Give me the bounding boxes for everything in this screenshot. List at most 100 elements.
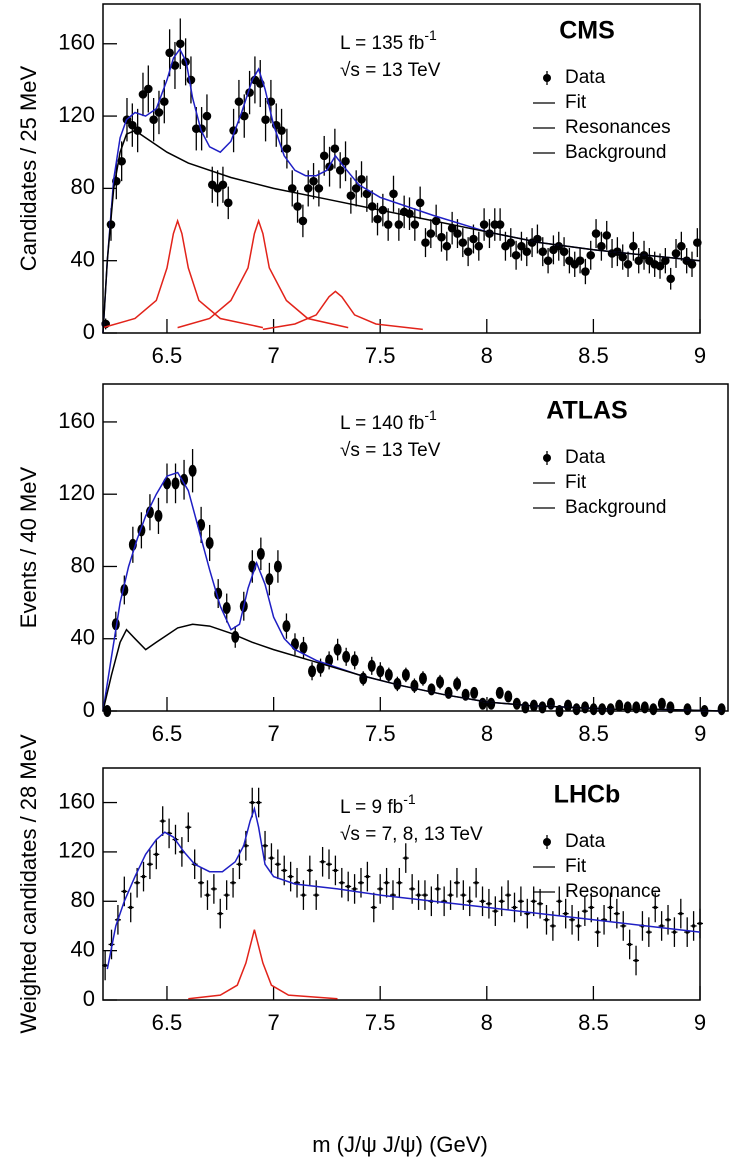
data-point (589, 703, 598, 716)
data-point (564, 699, 573, 712)
data-point (543, 256, 553, 265)
data-point (299, 641, 308, 654)
legend-label: Data (565, 831, 606, 852)
data-point (373, 214, 382, 224)
data-point (154, 509, 163, 522)
energy: √s = 13 TeV (340, 60, 441, 81)
data-point (135, 881, 139, 885)
data-point (250, 801, 254, 805)
legend-label: Background (565, 497, 666, 518)
data-point (212, 887, 216, 891)
data-point (154, 108, 164, 117)
data-point (265, 573, 274, 586)
data-point (129, 905, 133, 909)
data-point (289, 875, 293, 879)
data-point (493, 909, 497, 913)
data-point (282, 620, 291, 633)
legend-label: Fit (565, 856, 587, 877)
data-point (298, 216, 308, 226)
data-point (410, 220, 420, 229)
data-point (321, 860, 325, 864)
x-tick-label: 9 (694, 721, 706, 746)
data-point (341, 156, 350, 166)
data-point (309, 176, 318, 186)
data-point (389, 189, 398, 199)
data-point (444, 686, 453, 699)
x-axis-label: m (J/ψ J/ψ) (GeV) (312, 1132, 488, 1157)
data-point (525, 912, 529, 916)
data-point (683, 703, 692, 716)
curve (102, 47, 701, 334)
experiment-label: LHCb (554, 781, 621, 809)
data-point (159, 97, 169, 106)
data-point (330, 144, 340, 153)
data-point (415, 198, 425, 208)
y-tick-label: 160 (58, 788, 95, 813)
luminosity-value: L = 9 fb (340, 797, 403, 818)
data-point (436, 676, 445, 689)
data-point (237, 862, 241, 866)
data-point (384, 668, 393, 681)
data-point (572, 703, 581, 716)
data-point (487, 697, 496, 710)
data-point (205, 536, 214, 549)
data-point (575, 256, 585, 265)
data-point (365, 875, 369, 879)
data-point (401, 668, 410, 681)
x-tick-label: 9 (694, 343, 706, 368)
data-point (478, 697, 487, 710)
data-point (351, 184, 361, 193)
data-point (218, 912, 222, 916)
data-point (555, 705, 564, 717)
data-point (544, 918, 548, 922)
data-point (346, 884, 350, 888)
data-point (500, 899, 504, 903)
x-tick-label: 7 (267, 1010, 279, 1035)
data-point (647, 930, 651, 934)
data-point (628, 942, 632, 946)
data-point (148, 862, 152, 866)
x-tick-label: 7.5 (365, 1010, 396, 1035)
data-point (287, 184, 297, 193)
data-point (359, 672, 368, 685)
data-point (261, 115, 270, 124)
data-point (608, 905, 612, 909)
data-point (717, 703, 726, 716)
data-point (487, 902, 491, 906)
data-point (589, 905, 593, 909)
data-point (128, 120, 137, 130)
data-point (461, 893, 465, 897)
data-point (495, 220, 505, 229)
y-tick-label: 80 (71, 552, 95, 577)
data-point (538, 902, 542, 906)
y-tick-label: 40 (71, 936, 95, 961)
x-tick-label: 8.5 (578, 1010, 609, 1035)
curve (102, 218, 423, 331)
y-tick-label: 160 (58, 30, 95, 55)
curve (102, 129, 701, 334)
data-point (449, 893, 453, 897)
data-point (621, 924, 625, 928)
data-point (180, 850, 184, 854)
data-point (602, 231, 612, 240)
y-axis-label: Weighted candidates / 28 MeV (16, 734, 41, 1034)
data-point (629, 241, 638, 251)
luminosity-exponent: -1 (403, 791, 416, 807)
data-point (640, 701, 649, 714)
data-point (161, 819, 165, 823)
data-point (314, 184, 324, 193)
legend-label: Background (565, 142, 666, 163)
x-tick-label: 7.5 (365, 721, 396, 746)
y-tick-label: 120 (58, 102, 95, 127)
data-point (273, 560, 282, 573)
data-point (327, 862, 331, 866)
data-point (290, 638, 299, 651)
data-point (583, 909, 587, 913)
data-point (479, 220, 489, 229)
data-point (385, 881, 389, 885)
data-point (453, 677, 462, 690)
legend-label: Fit (565, 92, 587, 113)
data-point (455, 881, 459, 885)
data-point (333, 643, 342, 656)
